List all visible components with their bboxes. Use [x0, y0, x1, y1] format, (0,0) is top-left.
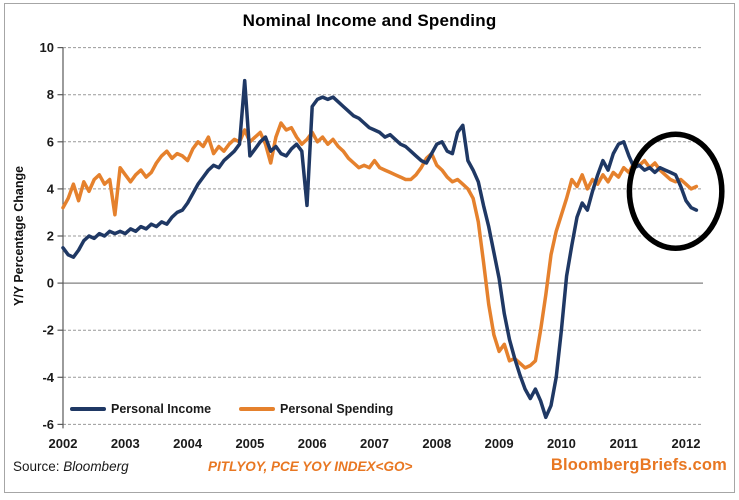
y-axis-tick-label: -6: [42, 417, 54, 432]
personal-income-legend-label: Personal Income: [111, 402, 212, 416]
x-axis-tick-label: 2010: [547, 436, 576, 451]
bloomberg-ticker-command: PITLYOY, PCE YOY INDEX<GO>: [208, 459, 413, 474]
source-value: Bloomberg: [63, 459, 129, 474]
highlight-ellipse-annotation: [626, 131, 725, 251]
legend-item-personal-income: Personal Income: [70, 402, 211, 416]
source-label: Source:: [13, 459, 60, 474]
y-axis-tick-label: 0: [47, 276, 54, 291]
personal-income-line: [61, 78, 699, 420]
chart-title: Nominal Income and Spending: [242, 11, 497, 30]
y-axis-tick-label: 10: [40, 40, 54, 55]
x-axis-tick-label: 2009: [485, 436, 514, 451]
y-axis-tick-label: -4: [42, 370, 54, 385]
x-axis-tick-label: 2003: [111, 436, 140, 451]
legend-item-personal-spending: Personal Spending: [239, 402, 393, 416]
x-axis-tick-label: 2006: [298, 436, 327, 451]
personal-spending-line: [61, 121, 699, 370]
y-axis-tick-label: -2: [42, 323, 54, 338]
y-axis-tick-label: 4: [47, 181, 55, 196]
bloomberg-briefs-brand: BloombergBriefs.com: [550, 456, 727, 474]
x-axis-tick-label: 2007: [360, 436, 389, 451]
personal-spending-legend-label: Personal Spending: [280, 402, 394, 416]
x-axis-tick-label: 2005: [235, 436, 264, 451]
x-axis-tick-label: 2012: [672, 436, 701, 451]
personal-income-line-swatch: [70, 406, 106, 412]
personal-spending-line-swatch: [239, 406, 276, 412]
x-axis-tick-label: 2004: [173, 436, 203, 451]
source-note: Source: Bloomberg: [13, 459, 129, 474]
y-axis-tick-label: 2: [47, 229, 54, 244]
legend: Personal Income Personal Spending: [70, 402, 393, 416]
x-axis-tick-label: 2002: [49, 436, 78, 451]
y-axis-tick-label: 6: [47, 134, 54, 149]
x-axis-tick-label: 2011: [610, 436, 638, 451]
x-axis-tick-label: 2008: [422, 436, 451, 451]
y-axis-tick-label: 8: [47, 87, 54, 102]
